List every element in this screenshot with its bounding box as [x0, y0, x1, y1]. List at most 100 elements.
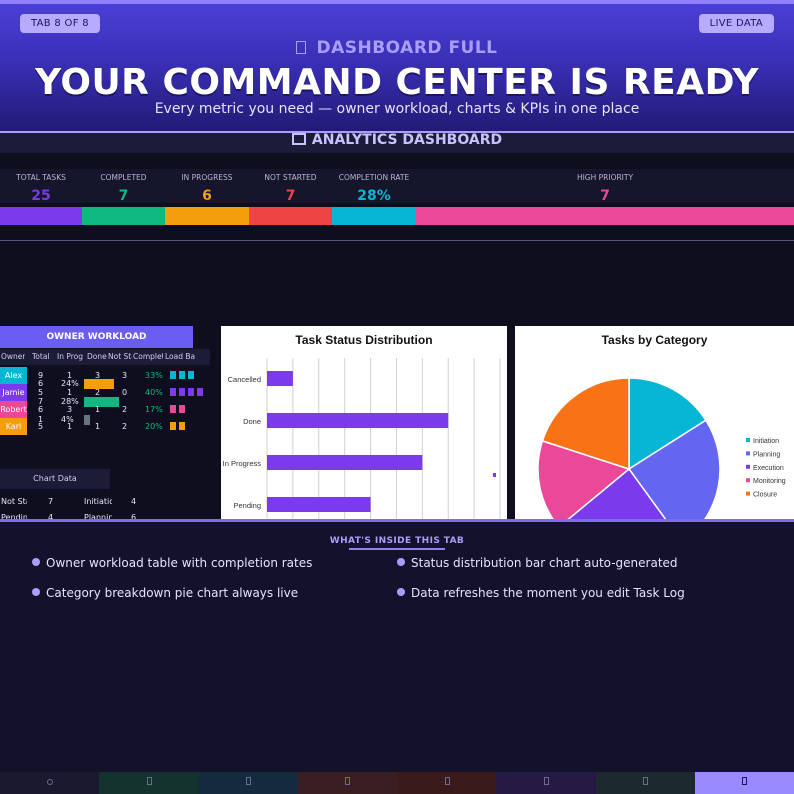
owner-header-cell: Done [87, 352, 107, 361]
kpi-value: 7 [600, 188, 610, 204]
kpi-label: COMPLETED [100, 173, 147, 182]
kpi-card [165, 169, 249, 203]
bullet-icon [397, 558, 405, 566]
owner-load-bar [170, 405, 176, 413]
owner-rate: 40% [145, 388, 163, 397]
legend-swatch [746, 451, 750, 456]
tab-count-badge: TAB 8 OF 8 [20, 14, 100, 33]
owner-rate: 20% [145, 422, 163, 431]
pie-chart-canvas: Initiation Planning Execution Monitoring Clo… [537, 377, 786, 521]
pie-slice [541, 377, 630, 471]
legend-label: Planning [753, 451, 780, 458]
bar-category-label: Cancelled [228, 375, 261, 384]
owner-cell: 3 [67, 405, 73, 414]
legend-swatch [746, 478, 750, 483]
inside-title: WHAT'S INSIDE THIS TAB [329, 536, 465, 546]
kpi-value: 7 [285, 188, 296, 204]
bullet-icon [32, 588, 40, 596]
owner-cell: 3 [122, 371, 128, 380]
owner-cell: 1 [67, 371, 73, 380]
kpi-card [332, 169, 416, 203]
chart-icon [291, 133, 306, 145]
owner-header-cell: Load Bar [165, 352, 195, 361]
kpi-label: COMPLETION RATE [338, 173, 410, 182]
sheet-tab[interactable] [0, 772, 101, 794]
tab-icon [543, 777, 549, 785]
owner-cell: 1 [95, 405, 101, 414]
tab-icon [345, 777, 351, 785]
kpi-color-bar [0, 207, 82, 225]
owner-cell: 3 [95, 371, 101, 380]
sheet-tab[interactable] [496, 772, 597, 794]
owner-cell: 1 [95, 422, 101, 431]
owner-workload-header [0, 349, 210, 365]
sheet-tab[interactable] [198, 772, 299, 794]
owner-tag: Alex [0, 367, 27, 384]
pie-slice [537, 439, 631, 521]
owner-tag: Jamie [0, 384, 27, 401]
chart-data-cell: 6 [131, 513, 137, 521]
status-percent: 28% [61, 397, 79, 406]
owner-cell: 1 [67, 422, 73, 431]
kpi-card [249, 169, 332, 203]
chart-data-cell: 4 [131, 497, 137, 506]
owner-load-bar [179, 405, 185, 413]
owner-tag: Karl [0, 418, 27, 435]
feature-bullet: Status distribution bar chart auto-gener… [397, 556, 678, 570]
status-percent: 24% [61, 379, 79, 388]
owner-load-bar [179, 371, 185, 379]
owner-header-cell: Owner [1, 352, 25, 361]
owner-header-cell: Total [32, 352, 50, 361]
owner-rate: 33% [145, 371, 163, 380]
legend-label: Monitoring [753, 478, 786, 485]
bullet-icon [32, 558, 40, 566]
sheet-tab[interactable] [297, 772, 398, 794]
tab-icon [146, 777, 152, 785]
tab-icon [47, 779, 54, 785]
dashboard-title: ANALYTICS DASHBOARD [0, 133, 794, 153]
owner-cell: 0 [122, 388, 128, 397]
owner-cell: 2 [95, 388, 101, 397]
chart-data-cell: Planning [84, 513, 112, 521]
kpi-label: HIGH PRIORITY [576, 173, 634, 182]
bar-mark [267, 413, 449, 428]
pie-slice [627, 419, 721, 521]
bar-chart-canvas: Cancelled Done In Progress Pending [223, 358, 501, 521]
owner-cell: 6 [38, 405, 44, 414]
status-bar-chart: Task Status Distribution Cancelled Done In… [221, 326, 507, 521]
status-count: 6 [38, 379, 44, 388]
screenshot-divider [0, 519, 794, 522]
kpi-card [416, 169, 794, 203]
bar-category-label: Done [243, 417, 261, 426]
owner-load-bar [170, 422, 176, 430]
legend-label: Initiation [753, 438, 779, 445]
tab-strip [0, 772, 794, 794]
sheet-tab[interactable] [694, 772, 794, 794]
feature-bullet: Category breakdown pie chart always live [32, 586, 298, 600]
sheet-tab[interactable] [99, 772, 200, 794]
kpi-color-bar [332, 207, 416, 225]
kpi-value: 28% [357, 188, 391, 204]
owner-header-cell: Completion [133, 352, 163, 361]
owner-cell: 1 [67, 388, 73, 397]
chart-data-cell: 7 [48, 497, 54, 506]
kpi-label: IN PROGRESS [181, 173, 233, 182]
kpi-card [82, 169, 165, 203]
kpi-color-bar [249, 207, 332, 225]
tab-icon [444, 777, 450, 785]
owner-tag: Robert [0, 401, 27, 418]
section-kicker: DASHBOARD FULL [0, 38, 794, 58]
legend-swatch [746, 464, 750, 469]
bullet-icon [397, 588, 405, 596]
tab-icon [742, 777, 748, 785]
kpi-color-bar [165, 207, 249, 225]
owner-cell: 5 [38, 388, 44, 397]
dashboard-screenshot: ANALYTICS DASHBOARD TOTAL TASKS 25 COMPLET… [0, 133, 794, 521]
divider [0, 240, 794, 241]
sheet-tab[interactable] [397, 772, 498, 794]
owner-rate: 17% [145, 405, 163, 414]
sheet-tab[interactable] [595, 772, 696, 794]
kpi-value: 25 [31, 188, 51, 204]
owner-cell: 2 [122, 405, 128, 414]
bar-category-label: Pending [233, 501, 261, 510]
